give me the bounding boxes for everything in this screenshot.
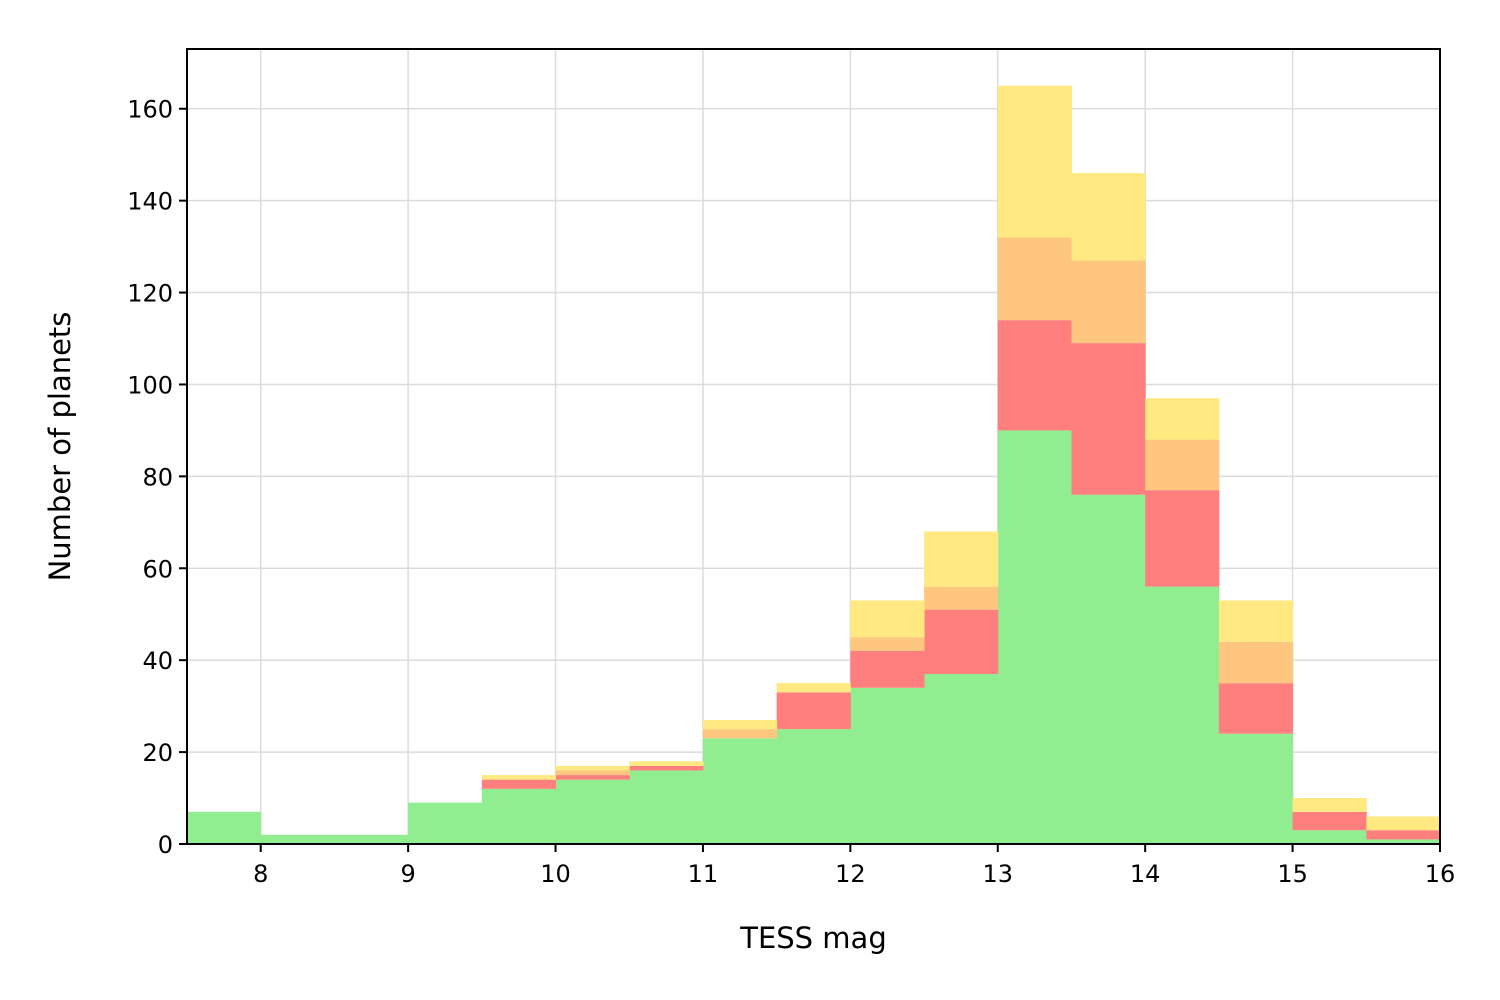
x-axis-label: TESS mag [739, 921, 887, 955]
bar-segment-series-4 [1366, 816, 1441, 831]
bar-segment-series-3 [555, 770, 630, 776]
bar-segment-series-1 [997, 430, 1072, 844]
y-tick-label: 140 [127, 188, 173, 216]
y-tick-label: 100 [127, 371, 173, 399]
x-tick-label: 15 [1277, 860, 1308, 888]
bar-segment-series-1 [187, 811, 262, 844]
y-tick-label: 20 [142, 739, 173, 767]
y-tick-label: 120 [127, 280, 173, 308]
bar-segment-series-3 [1071, 260, 1146, 344]
bar-segment-series-1 [1145, 586, 1220, 844]
bar-segment-series-1 [1292, 830, 1367, 844]
bar-segment-series-1 [629, 770, 704, 844]
bar-segment-series-4 [924, 531, 999, 587]
bar-segment-series-1 [850, 687, 925, 844]
bar-segment-series-1 [481, 788, 557, 844]
bar-segment-series-2 [555, 775, 630, 780]
bar-segment-series-3 [1145, 439, 1220, 491]
x-tick-label: 12 [835, 860, 866, 888]
bar-segment-series-2 [1145, 490, 1220, 587]
bar-segment-series-1 [1218, 733, 1294, 844]
bar-segment-series-4 [555, 765, 630, 771]
bar-segment-series-2 [1292, 811, 1367, 831]
bar-segment-series-2 [1366, 830, 1441, 840]
bar-segment-series-3 [850, 637, 925, 651]
y-tick-label: 0 [158, 831, 173, 859]
bar-segment-series-2 [997, 320, 1072, 431]
bar-segment-series-3 [997, 237, 1072, 321]
bar-segment-series-3 [924, 586, 999, 610]
bar-segment-series-4 [629, 761, 704, 766]
x-tick-label: 9 [400, 860, 415, 888]
bar-segment-series-1 [555, 779, 630, 844]
bar-segment-series-3 [702, 729, 778, 739]
x-tick-label: 14 [1130, 860, 1161, 888]
bar-segment-series-2 [481, 779, 557, 789]
bar-segment-series-4 [1292, 798, 1367, 812]
bar-segment-series-2 [850, 650, 925, 688]
bar-segment-series-4 [481, 775, 557, 780]
bar-segment-series-1 [1071, 494, 1146, 844]
y-tick-label: 160 [127, 96, 173, 124]
y-tick-label: 40 [142, 647, 173, 675]
x-tick-label: 16 [1425, 860, 1456, 888]
bar-segment-series-1 [924, 673, 999, 844]
bar-segment-series-2 [924, 609, 999, 674]
y-tick-label: 60 [142, 555, 173, 583]
bars [187, 85, 1441, 844]
bar-segment-series-2 [776, 692, 851, 730]
bar-segment-series-4 [997, 85, 1072, 238]
bar-segment-series-1 [776, 729, 851, 844]
bar-segment-series-2 [1218, 683, 1294, 734]
bar-segment-series-2 [629, 765, 704, 771]
plot-frame [186, 48, 1441, 845]
x-tick-label: 13 [982, 860, 1013, 888]
bar-segment-series-4 [702, 719, 778, 730]
bar-segment-series-2 [1071, 343, 1146, 495]
y-axis-label: Number of planets [43, 312, 77, 582]
bar-segment-series-1 [702, 738, 778, 844]
x-tick-label: 8 [253, 860, 268, 888]
bar-segment-series-1 [1366, 839, 1441, 844]
bar-segment-series-3 [1218, 641, 1294, 684]
bar-segment-series-1 [334, 834, 409, 844]
bar-segment-series-4 [1071, 173, 1146, 261]
bar-segment-series-4 [850, 600, 925, 638]
bar-segment-series-4 [1218, 600, 1294, 642]
bar-segment-series-4 [1145, 398, 1220, 440]
bar-segment-series-1 [260, 834, 335, 844]
bar-segment-series-1 [408, 802, 483, 844]
x-tick-label: 11 [688, 860, 719, 888]
y-tick-label: 80 [142, 463, 173, 491]
bar-segment-series-4 [776, 683, 851, 693]
x-tick-label: 10 [540, 860, 571, 888]
